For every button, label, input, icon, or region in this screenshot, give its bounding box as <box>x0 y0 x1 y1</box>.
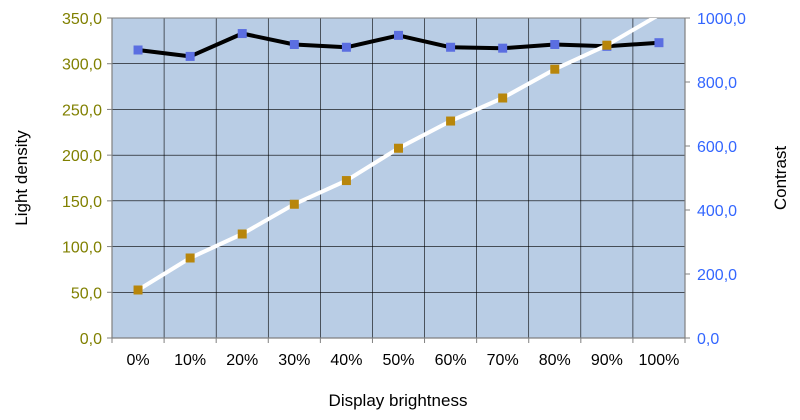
y-left-tick-label: 150,0 <box>62 194 102 211</box>
x-tick-label: 90% <box>591 352 623 369</box>
x-axis-title: Display brightness <box>329 391 468 410</box>
marker-layer <box>133 29 664 295</box>
y-axis-right-title: Contrast <box>771 146 790 211</box>
series-1-marker <box>446 42 456 52</box>
series-2-marker <box>289 199 299 209</box>
series-1-marker <box>133 45 143 55</box>
x-tick-label: 20% <box>226 352 258 369</box>
series-2-marker <box>446 116 456 126</box>
y-left-tick-label: 0,0 <box>80 331 102 348</box>
x-tick-label: 50% <box>382 352 414 369</box>
y-left-tick-label: 300,0 <box>62 57 102 74</box>
series-2-marker <box>498 93 508 103</box>
y-right-tick-label: 600,0 <box>697 139 737 156</box>
x-tick-label: 30% <box>278 352 310 369</box>
y-left-tick-label: 250,0 <box>62 102 102 119</box>
series-2-marker <box>237 229 247 239</box>
y-right-tick-label: 200,0 <box>697 267 737 284</box>
y-right-tick-label: 0,0 <box>697 331 719 348</box>
series-2-marker <box>394 143 403 153</box>
series-1-marker <box>185 51 195 61</box>
series-2-marker <box>550 64 560 74</box>
y-right-tick-label: 1000,0 <box>697 11 746 28</box>
x-tick-label: 70% <box>487 352 519 369</box>
axes <box>107 17 690 343</box>
y-left-tick-label: 200,0 <box>62 148 102 165</box>
grid <box>112 18 685 338</box>
x-tick-label: 10% <box>174 352 206 369</box>
y-right-tick-label: 400,0 <box>697 203 737 220</box>
series-1-marker <box>341 42 351 52</box>
y-left-tick-label: 100,0 <box>62 240 102 257</box>
series-1-marker <box>550 40 560 50</box>
tick-labels: 0,0 50,0 100,0 150,0 200,0 250,0 300,0 350,0 0,0… <box>62 11 746 369</box>
x-tick-label: 60% <box>435 352 467 369</box>
series-1-marker <box>498 43 508 53</box>
series-2-marker <box>602 40 612 50</box>
x-tick-label: 0% <box>126 352 149 369</box>
series-1-marker <box>289 40 299 50</box>
y-left-tick-label: 350,0 <box>62 11 102 28</box>
series-2-marker <box>185 253 195 263</box>
x-tick-label: 80% <box>539 352 571 369</box>
x-tick-label: 40% <box>330 352 362 369</box>
y-axis-left-title: Light density <box>12 130 31 226</box>
x-tick-label: 100% <box>638 352 679 369</box>
y-left-tick-label: 50,0 <box>71 285 102 302</box>
series-1-marker <box>394 30 403 40</box>
series-2-marker <box>341 176 351 186</box>
series-1-marker <box>654 38 664 48</box>
series-2-marker <box>133 285 143 295</box>
y-right-tick-label: 800,0 <box>697 75 737 92</box>
plot-area <box>112 18 685 338</box>
series-1-marker <box>237 29 247 39</box>
